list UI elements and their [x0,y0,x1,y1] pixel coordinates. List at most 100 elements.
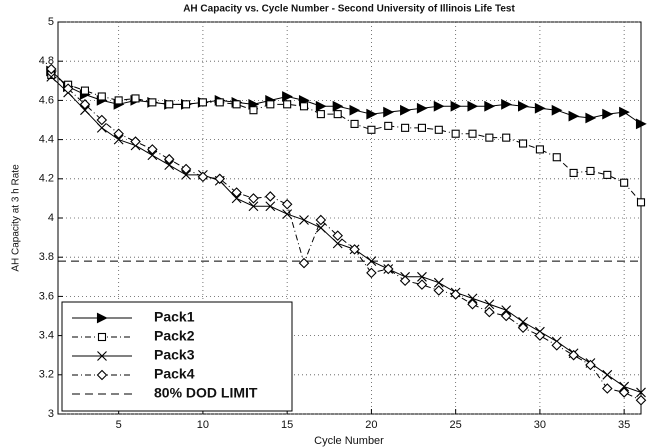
marker [62,83,74,94]
marker [484,306,495,318]
marker [519,139,528,148]
marker [468,129,477,138]
marker [96,122,107,133]
marker [231,193,242,204]
marker [315,100,327,112]
marker [635,118,647,130]
marker [299,102,309,111]
marker [165,100,174,109]
marker [349,104,361,116]
marker [316,110,325,119]
legend-label: Pack3 [154,347,195,363]
marker [80,86,90,95]
marker [298,257,310,269]
marker [484,100,496,112]
marker [518,100,529,112]
marker [266,100,275,109]
y-tick-label: 3.6 [39,290,54,302]
marker [349,244,360,255]
marker [164,160,175,170]
marker [399,275,411,286]
marker [332,100,344,112]
marker [401,123,410,132]
marker [315,222,326,233]
marker [467,293,478,304]
marker [97,351,107,361]
marker [248,201,259,212]
marker [366,256,377,267]
marker [163,153,175,165]
marker [485,133,494,142]
marker [147,150,158,161]
y-tick-label: 5 [48,16,54,28]
marker [180,163,192,175]
marker [500,310,512,322]
marker [551,340,563,351]
marker [535,145,544,154]
marker [433,285,445,296]
marker [517,322,529,334]
marker [97,92,106,101]
y-tick-label: 4 [48,212,54,224]
marker [603,170,612,179]
marker [96,369,108,381]
marker [281,199,293,210]
x-tick-label: 30 [534,419,546,431]
marker [417,123,427,132]
marker [299,215,309,225]
chart-title: AH Capacity vs. Cycle Number - Second Un… [183,4,515,15]
marker [366,108,378,120]
marker [45,63,57,75]
marker [602,383,613,394]
marker [215,98,224,107]
marker [433,100,445,112]
marker [282,91,293,102]
marker [467,298,478,310]
x-tick-label: 10 [197,419,209,431]
marker [433,277,444,288]
marker [551,104,563,116]
marker [366,267,377,279]
marker [534,102,546,114]
marker [383,106,394,118]
legend-label: Pack2 [154,328,195,344]
y-axis-label: AH Capacity at 3 h Rate [11,164,22,272]
marker [46,71,57,82]
marker [618,387,630,398]
marker [214,173,226,185]
legend-label: Pack1 [154,309,195,325]
marker [501,305,512,316]
marker [384,121,393,130]
marker [450,289,461,300]
marker [602,108,614,120]
y-tick-label: 4.6 [39,94,54,106]
marker [585,359,596,371]
x-axis-label: Cycle Number [314,435,384,447]
marker [434,125,443,134]
marker [96,312,108,324]
marker [502,133,511,142]
x-tick-label: 15 [281,419,293,431]
marker [315,214,327,226]
marker [400,104,411,116]
marker [467,100,479,112]
marker [333,110,342,119]
marker [113,128,124,139]
marker [602,369,613,380]
marker [552,153,561,162]
y-tick-label: 3.2 [39,369,54,381]
marker [113,134,124,145]
x-tick-label: 5 [116,419,122,431]
marker [148,98,157,107]
marker [636,387,646,398]
marker [635,395,647,406]
marker [232,100,241,109]
marker [416,102,428,114]
marker [130,136,141,147]
legend-label: Pack4 [154,366,195,382]
marker [265,201,276,212]
y-tick-label: 4.2 [39,173,54,185]
marker [451,129,460,138]
marker [197,171,209,183]
